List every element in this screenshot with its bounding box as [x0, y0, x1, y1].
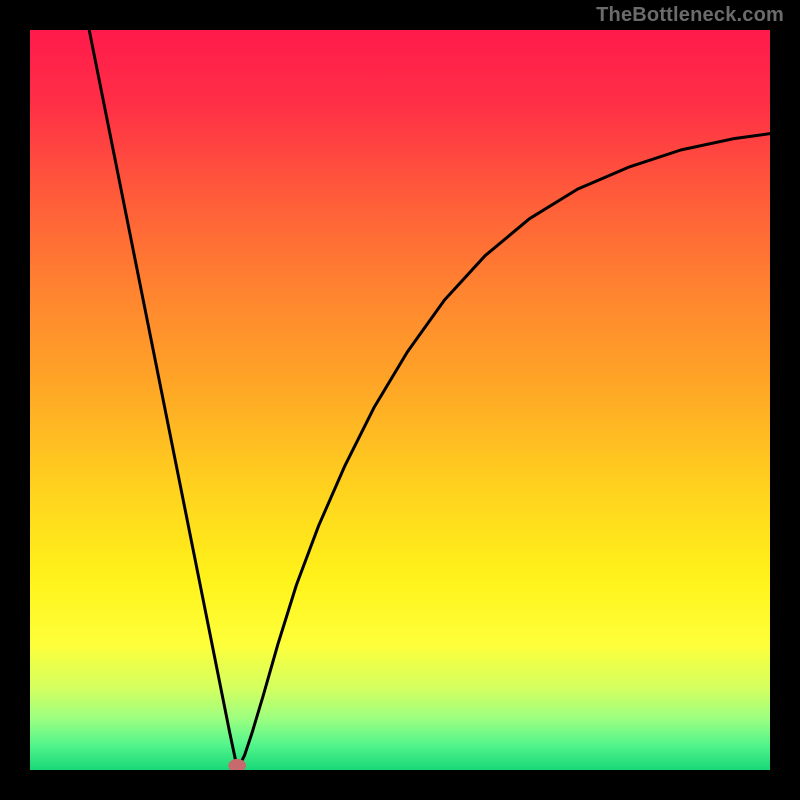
gradient-background — [30, 30, 770, 770]
chart-container: TheBottleneck.com — [0, 0, 800, 800]
plot-area — [30, 30, 770, 770]
watermark-text: TheBottleneck.com — [596, 4, 784, 27]
plot-svg — [30, 30, 770, 770]
